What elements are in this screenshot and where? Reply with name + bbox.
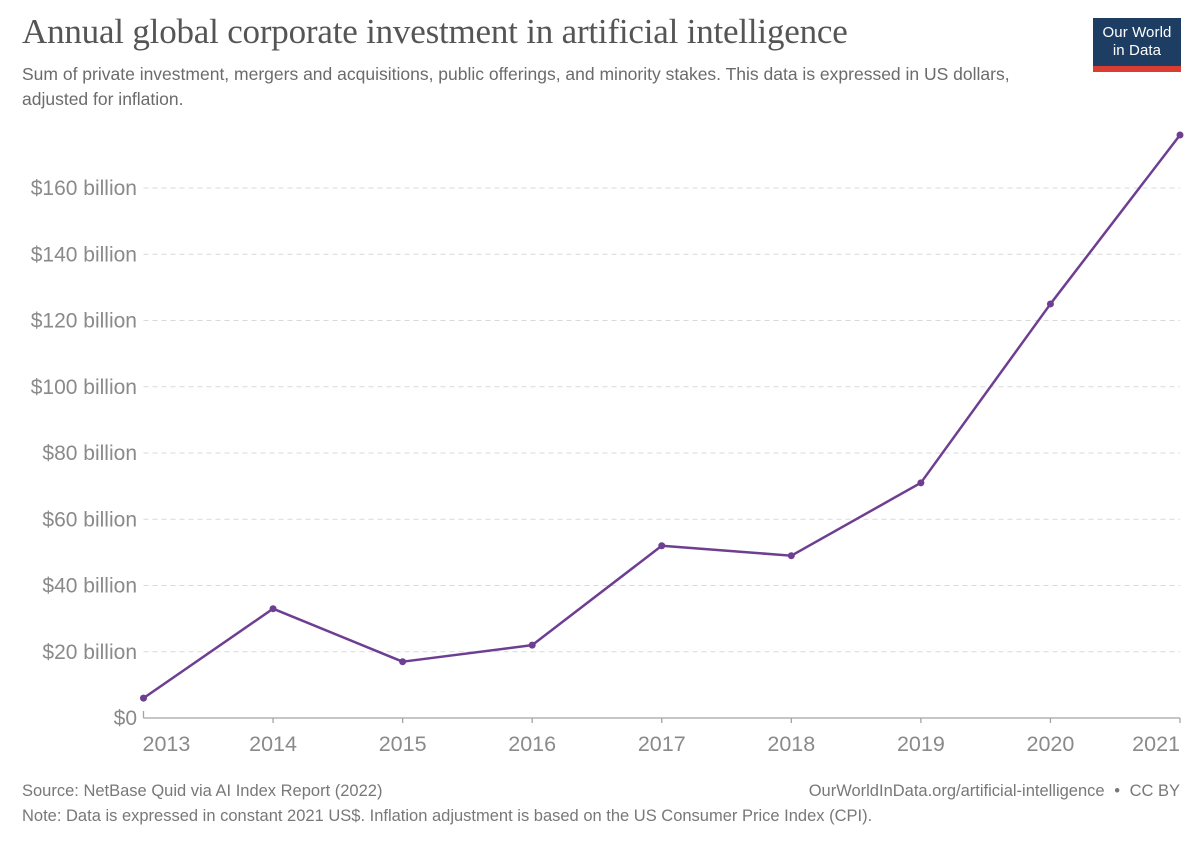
data-point[interactable] xyxy=(140,694,147,702)
y-axis-tick-label: $140 billion xyxy=(31,243,137,266)
source-text: Source: NetBase Quid via AI Index Report… xyxy=(22,782,383,800)
owid-logo-line2: in Data xyxy=(1112,42,1162,59)
data-point[interactable] xyxy=(658,542,666,550)
x-axis-tick-label: 2020 xyxy=(1027,732,1075,756)
y-axis-tick-label: $120 billion xyxy=(31,310,137,333)
data-point[interactable] xyxy=(528,641,536,649)
data-point[interactable] xyxy=(399,658,407,666)
license-text: CC BY xyxy=(1129,782,1180,800)
owid-logo: Our World in Data xyxy=(1093,18,1181,72)
x-axis-tick-label: 2017 xyxy=(638,732,686,756)
x-axis-tick-label: 2013 xyxy=(143,732,191,756)
owid-logo-line1: Our World xyxy=(1102,24,1172,41)
y-axis-tick-label: $40 billion xyxy=(42,575,137,598)
bullet-separator: • xyxy=(1114,782,1120,800)
y-axis-tick-label: $100 billion xyxy=(31,376,137,399)
y-axis-tick-label: $160 billion xyxy=(31,177,137,200)
y-axis-tick-label: $20 billion xyxy=(42,641,137,664)
x-axis-tick-label: 2014 xyxy=(249,732,297,756)
x-axis-tick-label: 2019 xyxy=(897,732,945,756)
chart-footer: Source: NetBase Quid via AI Index Report… xyxy=(22,779,1180,829)
owid-logo-red-bar xyxy=(1093,66,1181,72)
y-axis-tick-label: $80 billion xyxy=(42,442,137,465)
data-point[interactable] xyxy=(1176,131,1184,139)
data-point[interactable] xyxy=(787,552,795,560)
note-text: Note: Data is expressed in constant 2021… xyxy=(22,807,873,825)
page-title: Annual global corporate investment in ar… xyxy=(22,12,848,51)
owid-url-text: OurWorldInData.org/artificial-intelligen… xyxy=(808,782,1105,800)
x-axis-tick-label: 2018 xyxy=(767,732,815,756)
x-axis-tick-label: 2021 xyxy=(1132,732,1180,756)
owid-logo-text: Our World in Data xyxy=(1093,18,1181,66)
trend-line xyxy=(142,133,1182,700)
data-point[interactable] xyxy=(917,479,925,487)
y-axis-tick-label: $0 xyxy=(114,707,137,730)
data-point[interactable] xyxy=(269,605,277,613)
y-axis-tick-label: $60 billion xyxy=(42,508,137,531)
data-point[interactable] xyxy=(1046,300,1054,308)
x-axis-tick-label: 2015 xyxy=(379,732,427,756)
chart-subtitle: Sum of private investment, mergers and a… xyxy=(22,64,1010,109)
attribution: OurWorldInData.org/artificial-intelligen… xyxy=(809,779,1180,804)
x-axis-tick-label: 2016 xyxy=(508,732,556,756)
